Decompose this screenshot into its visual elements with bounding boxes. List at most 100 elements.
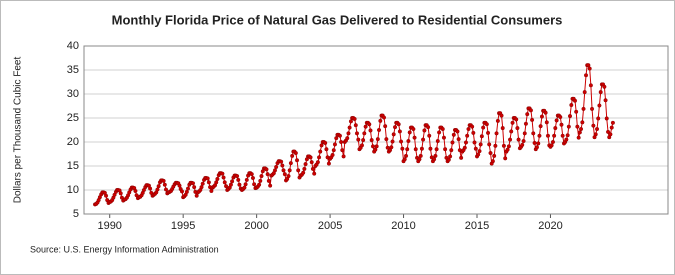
data-point xyxy=(362,131,367,136)
data-point xyxy=(377,127,382,132)
data-point xyxy=(479,134,484,139)
data-point xyxy=(505,147,510,152)
data-point xyxy=(421,137,426,142)
data-point xyxy=(341,154,346,159)
data-point xyxy=(354,131,359,136)
data-point xyxy=(315,160,320,165)
data-point xyxy=(252,182,257,187)
data-point xyxy=(604,116,609,121)
x-tick-label: 2000 xyxy=(244,220,268,232)
data-point xyxy=(279,159,284,164)
data-point xyxy=(382,115,387,120)
data-point xyxy=(473,146,478,151)
data-point xyxy=(237,182,242,187)
data-point xyxy=(451,132,456,137)
data-point xyxy=(514,117,519,122)
data-point xyxy=(412,135,417,140)
data-point xyxy=(407,130,412,135)
data-point xyxy=(200,181,205,186)
data-point xyxy=(484,122,489,127)
data-point xyxy=(118,191,123,196)
source: Source: U.S. Energy Information Administ… xyxy=(30,244,219,254)
data-point xyxy=(426,125,431,130)
data-point xyxy=(455,129,460,134)
data-point xyxy=(550,139,555,144)
data-point xyxy=(206,180,211,185)
data-point xyxy=(481,125,486,130)
data-point xyxy=(353,123,358,128)
data-point xyxy=(574,109,579,114)
data-point xyxy=(530,117,535,122)
data-point xyxy=(597,103,602,108)
data-point xyxy=(584,73,589,78)
data-point xyxy=(543,110,548,115)
data-point xyxy=(503,156,508,161)
data-point xyxy=(559,122,564,127)
data-point xyxy=(553,126,558,131)
data-point xyxy=(295,158,300,163)
data-point xyxy=(224,184,229,189)
data-point xyxy=(506,144,511,149)
data-point xyxy=(346,131,351,136)
y-tick-label: 30 xyxy=(67,88,79,100)
data-point xyxy=(558,115,563,120)
data-point xyxy=(588,83,593,88)
data-point xyxy=(370,144,375,149)
data-point xyxy=(544,120,549,125)
data-point xyxy=(301,170,306,175)
y-tick-label: 25 xyxy=(67,112,79,124)
data-point xyxy=(156,184,161,189)
data-point xyxy=(462,145,467,150)
data-point xyxy=(422,128,427,133)
y-axis-label: Dollars per Thousand Cubic Feet xyxy=(13,57,24,204)
data-point xyxy=(419,146,424,151)
data-point xyxy=(391,132,396,137)
data-point xyxy=(235,174,240,179)
data-point xyxy=(393,125,398,130)
data-point xyxy=(163,187,168,192)
data-point xyxy=(268,183,273,188)
y-tick-label: 10 xyxy=(67,184,79,196)
data-point xyxy=(472,140,477,145)
data-point xyxy=(389,145,394,150)
data-point xyxy=(435,139,440,144)
data-point xyxy=(539,114,544,119)
data-point xyxy=(274,164,279,169)
data-point xyxy=(177,183,182,188)
data-point xyxy=(493,143,498,148)
data-point xyxy=(509,129,514,134)
data-point xyxy=(230,179,235,184)
data-point xyxy=(367,122,372,127)
x-tick-label: 1995 xyxy=(171,220,195,232)
data-point xyxy=(368,128,373,133)
data-point xyxy=(243,182,248,187)
data-point xyxy=(433,153,438,158)
data-point xyxy=(508,137,513,142)
data-point xyxy=(220,171,225,176)
data-point xyxy=(369,138,374,143)
data-point xyxy=(148,186,153,191)
data-point xyxy=(397,129,402,134)
data-point xyxy=(521,139,526,144)
data-point xyxy=(259,174,264,179)
data-point xyxy=(537,133,542,138)
data-point xyxy=(186,186,191,191)
data-point xyxy=(293,151,298,156)
data-point xyxy=(404,153,409,158)
data-point xyxy=(324,147,329,152)
data-point xyxy=(595,127,600,132)
data-point xyxy=(249,172,254,177)
data-point xyxy=(228,182,233,187)
data-point xyxy=(565,133,570,138)
data-point xyxy=(184,189,189,194)
data-point xyxy=(478,142,483,147)
data-point xyxy=(522,131,527,136)
data-point xyxy=(331,148,336,153)
y-tick-label: 20 xyxy=(67,136,79,148)
data-point xyxy=(162,182,167,187)
data-point xyxy=(375,137,380,142)
data-point xyxy=(373,147,378,152)
data-point xyxy=(554,118,559,123)
data-point xyxy=(490,159,495,164)
